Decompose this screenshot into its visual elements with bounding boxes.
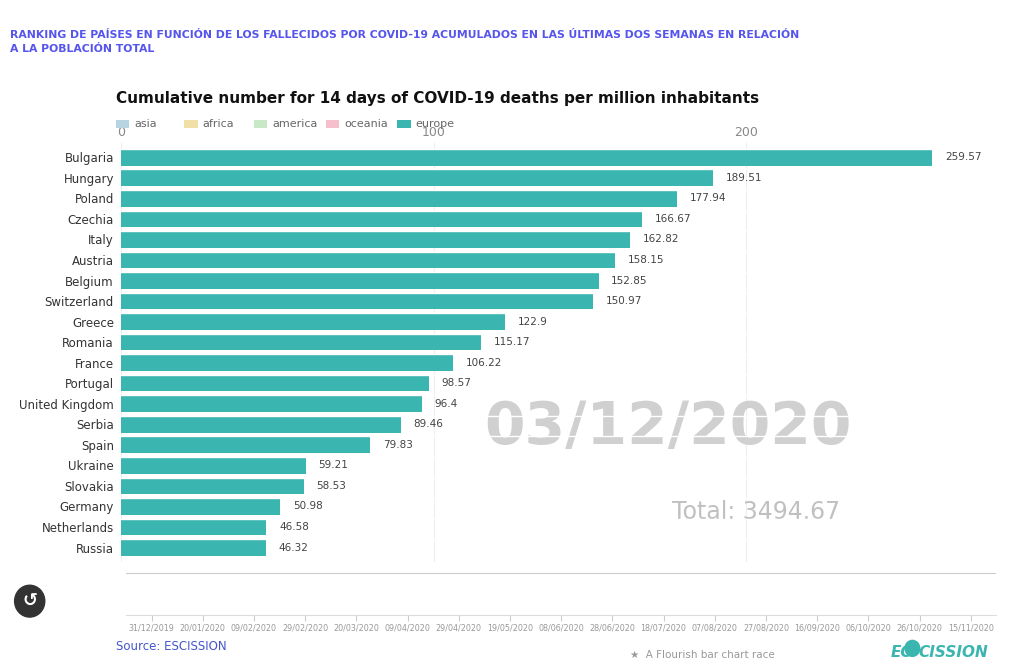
Text: 177.94: 177.94 xyxy=(690,194,726,203)
Circle shape xyxy=(905,640,920,656)
Bar xyxy=(121,211,642,227)
Bar xyxy=(121,498,281,515)
Text: 189.51: 189.51 xyxy=(726,173,763,183)
Text: Cumulative number for 14 days of COVID-19 deaths per million inhabitants: Cumulative number for 14 days of COVID-1… xyxy=(116,91,759,106)
Text: africa: africa xyxy=(203,119,234,130)
Text: europe: europe xyxy=(416,119,455,130)
Bar xyxy=(121,396,422,412)
Text: 98.57: 98.57 xyxy=(441,378,471,388)
Text: 166.67: 166.67 xyxy=(654,214,691,224)
Text: RANKING DE PAÍSES EN FUNCIÓN DE LOS FALLECIDOS POR COVID-19 ACUMULADOS EN LAS ÚL: RANKING DE PAÍSES EN FUNCIÓN DE LOS FALL… xyxy=(10,30,800,54)
Bar xyxy=(121,539,265,556)
Text: EC: EC xyxy=(891,644,912,660)
Bar xyxy=(121,416,400,432)
Circle shape xyxy=(14,585,45,617)
Bar xyxy=(121,293,593,309)
Text: 122.9: 122.9 xyxy=(517,317,548,327)
Bar xyxy=(121,437,371,453)
Text: Source: ESCISSION: Source: ESCISSION xyxy=(116,640,226,653)
Bar xyxy=(121,334,481,350)
Bar xyxy=(121,477,304,494)
Bar xyxy=(121,149,933,166)
Bar xyxy=(121,375,429,392)
Text: ★  A Flourish bar chart race: ★ A Flourish bar chart race xyxy=(630,650,774,660)
Text: 150.97: 150.97 xyxy=(605,296,642,306)
Text: 50.98: 50.98 xyxy=(293,501,323,511)
Bar xyxy=(121,252,615,268)
Bar xyxy=(121,458,306,473)
Text: 46.32: 46.32 xyxy=(279,543,308,553)
Text: 46.58: 46.58 xyxy=(279,522,309,532)
Text: 59.21: 59.21 xyxy=(318,460,348,470)
Bar xyxy=(121,190,677,207)
Text: CISSION: CISSION xyxy=(919,644,988,660)
Text: 106.22: 106.22 xyxy=(466,358,502,368)
Bar xyxy=(121,519,266,535)
Text: 259.57: 259.57 xyxy=(945,152,981,162)
Text: 162.82: 162.82 xyxy=(642,235,679,245)
Bar xyxy=(121,313,505,330)
Text: 96.4: 96.4 xyxy=(435,399,458,409)
Text: 158.15: 158.15 xyxy=(628,255,665,265)
Text: asia: asia xyxy=(134,119,157,130)
Text: ↺: ↺ xyxy=(23,591,37,609)
Bar xyxy=(121,354,453,371)
Bar xyxy=(121,170,714,186)
Text: 58.53: 58.53 xyxy=(316,481,346,491)
Bar xyxy=(121,273,599,289)
Text: 89.46: 89.46 xyxy=(413,420,443,430)
Text: 115.17: 115.17 xyxy=(494,337,530,347)
Text: Total: 3494.67: Total: 3494.67 xyxy=(673,499,841,523)
Text: 03/12/2020: 03/12/2020 xyxy=(484,400,852,456)
Bar xyxy=(121,231,630,247)
Text: america: america xyxy=(272,119,317,130)
Text: 79.83: 79.83 xyxy=(383,440,413,450)
Text: 152.85: 152.85 xyxy=(611,275,648,285)
Text: oceania: oceania xyxy=(344,119,388,130)
